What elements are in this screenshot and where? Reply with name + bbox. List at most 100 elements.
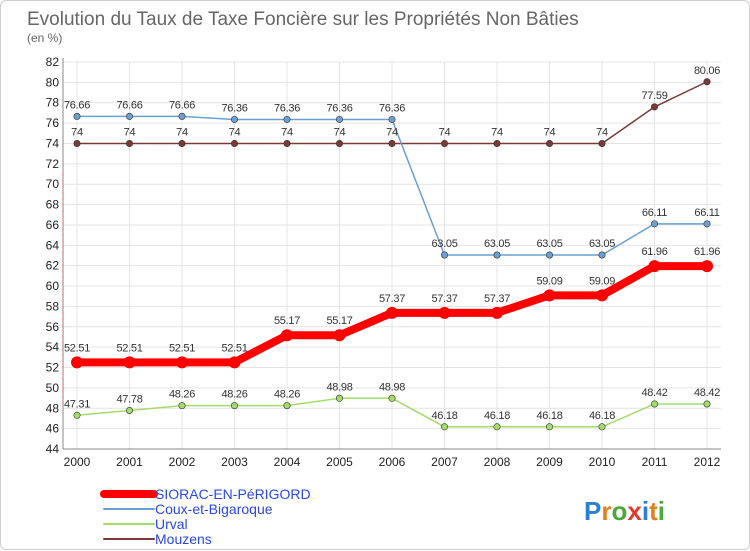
y-tick-label: 60 bbox=[46, 279, 60, 293]
x-tick-label: 2001 bbox=[116, 455, 143, 469]
logo-letter: o bbox=[611, 496, 627, 526]
data-label: 48.26 bbox=[221, 389, 247, 401]
y-tick-label: 66 bbox=[46, 218, 60, 232]
data-label: 47.31 bbox=[64, 398, 90, 410]
y-tick-label: 72 bbox=[46, 157, 60, 171]
data-label: 48.42 bbox=[694, 387, 720, 399]
data-point bbox=[596, 289, 608, 302]
data-label: 80.06 bbox=[694, 65, 720, 77]
y-tick-label: 44 bbox=[46, 442, 60, 456]
data-label: 74 bbox=[176, 126, 188, 138]
legend-label: SIORAC-EN-PéRIGORD bbox=[155, 486, 311, 502]
data-point bbox=[231, 115, 239, 123]
x-tick-label: 2005 bbox=[326, 455, 353, 469]
data-label: 46.18 bbox=[589, 410, 615, 422]
data-label: 74 bbox=[334, 126, 346, 138]
chart-title: Evolution du Taux de Taxe Foncière sur l… bbox=[27, 9, 579, 30]
data-label: 52.51 bbox=[64, 342, 90, 354]
data-label: 48.26 bbox=[169, 389, 195, 401]
y-tick-label: 68 bbox=[46, 198, 60, 212]
data-point bbox=[701, 260, 713, 273]
data-label: 48.98 bbox=[379, 381, 405, 393]
data-point bbox=[283, 139, 291, 147]
data-label: 59.09 bbox=[589, 275, 615, 287]
data-point bbox=[388, 394, 396, 402]
data-label: 55.17 bbox=[326, 315, 352, 327]
y-tick-label: 54 bbox=[46, 340, 60, 354]
legend-label: Coux-et-Bigaroque bbox=[155, 501, 273, 517]
data-point bbox=[491, 306, 503, 319]
data-label: 74 bbox=[386, 126, 398, 138]
legend: SIORAC-EN-PéRIGORDCoux-et-BigaroqueUrval… bbox=[100, 486, 311, 547]
data-label: 52.51 bbox=[221, 342, 247, 354]
data-label: 52.51 bbox=[169, 342, 195, 354]
data-point bbox=[388, 115, 396, 123]
grid bbox=[63, 61, 721, 450]
y-tick-label: 64 bbox=[46, 238, 60, 252]
data-label: 66.11 bbox=[694, 207, 719, 219]
data-label: 74 bbox=[281, 126, 293, 138]
data-point bbox=[335, 394, 343, 402]
data-point bbox=[388, 139, 396, 147]
y-tick-label: 46 bbox=[46, 422, 60, 436]
data-point bbox=[543, 289, 556, 302]
series-points bbox=[71, 78, 713, 431]
x-tick-label: 2012 bbox=[694, 455, 721, 469]
data-point bbox=[703, 400, 711, 408]
data-point bbox=[335, 115, 343, 123]
data-point bbox=[598, 139, 606, 147]
data-point bbox=[73, 411, 81, 419]
data-label: 46.18 bbox=[484, 410, 510, 422]
y-tick-label: 52 bbox=[46, 361, 60, 375]
data-label: 52.51 bbox=[116, 342, 142, 354]
x-tick-label: 2009 bbox=[536, 455, 563, 469]
data-point bbox=[703, 220, 711, 228]
y-tick-label: 80 bbox=[46, 75, 60, 89]
data-point bbox=[283, 402, 291, 410]
data-point bbox=[333, 329, 346, 342]
legend-label: Urval bbox=[155, 516, 188, 532]
data-label: 48.98 bbox=[326, 381, 352, 393]
x-tick-label: 2004 bbox=[274, 455, 301, 469]
data-point bbox=[71, 356, 83, 369]
y-tick-label: 76 bbox=[46, 116, 60, 130]
data-point bbox=[493, 251, 501, 259]
y-tick-label: 78 bbox=[46, 96, 60, 110]
data-point bbox=[440, 423, 448, 431]
data-label: 57.37 bbox=[431, 293, 457, 305]
logo-letter: i bbox=[642, 496, 649, 526]
y-tick-label: 62 bbox=[46, 259, 60, 273]
data-label: 63.05 bbox=[431, 238, 457, 250]
data-label: 76.66 bbox=[116, 99, 142, 111]
data-label: 55.17 bbox=[274, 315, 300, 327]
data-label: 61.96 bbox=[641, 246, 667, 258]
legend-label: Mouzens bbox=[155, 531, 212, 547]
data-point bbox=[648, 260, 661, 273]
data-point bbox=[126, 112, 134, 120]
data-point bbox=[73, 139, 81, 147]
data-label: 76.66 bbox=[169, 99, 195, 111]
data-point bbox=[438, 306, 451, 319]
data-label: 47.78 bbox=[116, 394, 142, 406]
data-point bbox=[178, 112, 186, 120]
data-label: 74 bbox=[544, 126, 556, 138]
data-point bbox=[126, 407, 134, 415]
data-label: 76.36 bbox=[274, 102, 300, 114]
data-point bbox=[283, 115, 291, 123]
data-point bbox=[545, 251, 553, 259]
y-tick-label: 58 bbox=[46, 299, 60, 313]
data-label: 74 bbox=[596, 126, 608, 138]
logo-letter: i bbox=[658, 496, 665, 526]
data-label: 74 bbox=[71, 126, 83, 138]
data-point bbox=[231, 139, 239, 147]
data-point bbox=[231, 402, 239, 410]
data-point bbox=[545, 423, 553, 431]
y-tick-label: 56 bbox=[46, 320, 60, 334]
x-tick-label: 2006 bbox=[379, 455, 406, 469]
logo-letter: t bbox=[649, 496, 658, 526]
data-point bbox=[650, 220, 658, 228]
data-point bbox=[73, 112, 81, 120]
data-point bbox=[703, 78, 711, 86]
data-point bbox=[440, 139, 448, 147]
